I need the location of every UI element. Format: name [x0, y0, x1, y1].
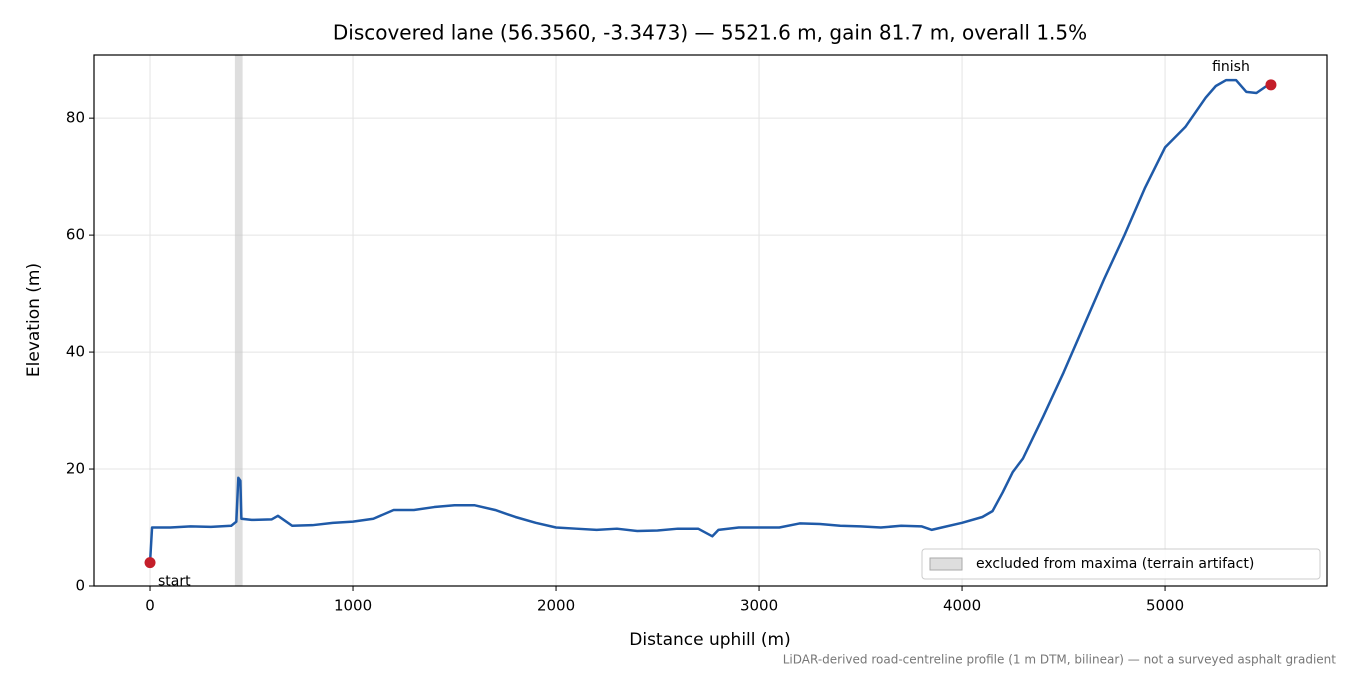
legend-box [921, 548, 1321, 580]
footnote: LiDAR-derived road-centreline profile (1… [783, 653, 1337, 667]
x-tick-label: 2000 [537, 597, 575, 615]
legend-label: excluded from maxima (terrain artifact) [976, 556, 1254, 572]
y-axis-label: Elevation (m) [24, 263, 44, 377]
y-tick-label: 40 [66, 343, 85, 361]
endpoint-marker [1265, 79, 1277, 91]
chart-title: Discovered lane (56.3560, -3.3473) — 552… [333, 21, 1087, 45]
x-tick-label: 4000 [943, 597, 981, 615]
y-tick-label: 0 [75, 577, 85, 595]
excluded-span [234, 55, 243, 586]
x-tick-label: 3000 [740, 597, 778, 615]
endpoint-label: start [158, 574, 191, 590]
legend: excluded from maxima (terrain artifact) [921, 548, 1321, 580]
x-tick-label: 1000 [334, 597, 372, 615]
x-tick-label: 5000 [1146, 597, 1184, 615]
y-tick-label: 20 [66, 460, 85, 478]
x-axis-label: Distance uphill (m) [629, 630, 790, 650]
legend-swatch [929, 557, 963, 571]
x-tick-label: 0 [145, 597, 155, 615]
endpoint-marker [144, 557, 156, 569]
y-tick-label: 80 [66, 109, 85, 127]
elevation-line [148, 78, 1272, 563]
endpoint-label: finish [1212, 59, 1250, 75]
plot-frame [93, 54, 1328, 587]
y-tick-label: 60 [66, 226, 85, 244]
